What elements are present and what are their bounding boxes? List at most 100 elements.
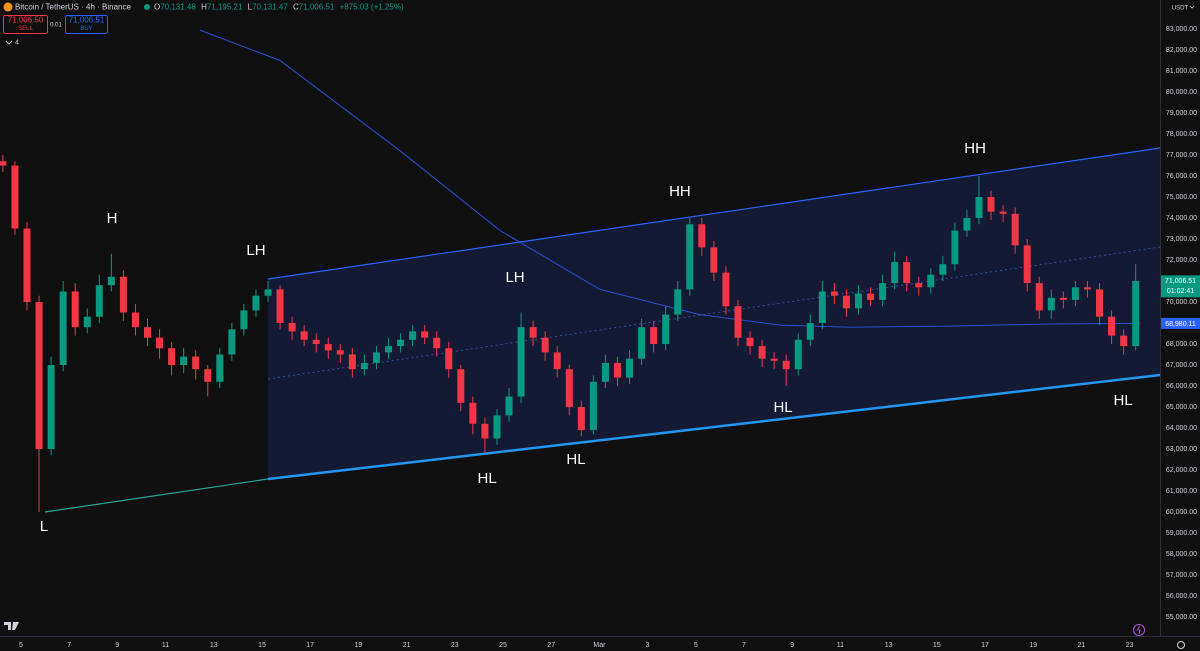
candle-body: [891, 262, 899, 284]
x-tick-label: 11: [837, 642, 844, 649]
annotation: LH: [246, 242, 265, 259]
candle-body: [987, 196, 995, 212]
axes: 83,000.00 82,000.00 81,000.00 80,000.00 79,0…: [19, 26, 1200, 649]
sell-button[interactable]: [3, 15, 48, 34]
candle-body: [493, 415, 501, 439]
y-tick-label: 68,000.00: [1166, 341, 1197, 348]
candle-body: [939, 264, 947, 275]
annotation: HL: [1114, 392, 1133, 409]
ohlc-label: H: [201, 3, 207, 12]
x-tick-label: 21: [1078, 642, 1086, 649]
x-tick-label: 25: [499, 642, 507, 649]
candle-body: [818, 291, 826, 323]
y-tick-label: 61,000.00: [1166, 488, 1197, 495]
candle-body: [300, 331, 308, 340]
candle-body: [963, 217, 971, 231]
candle-body: [0, 161, 7, 166]
candle-body: [288, 322, 296, 332]
candle-body: [903, 262, 911, 284]
candle-body: [734, 306, 742, 338]
buy-button[interactable]: [65, 15, 108, 34]
currency[interactable]: USDT: [1172, 6, 1189, 12]
status-dot: [144, 4, 150, 10]
lightning-icon[interactable]: [1133, 624, 1145, 636]
x-tick-label: 5: [19, 642, 23, 649]
candle-body: [204, 369, 212, 382]
candle-body: [698, 224, 706, 248]
annotation: HH: [964, 140, 986, 157]
candle-body: [867, 293, 875, 300]
coin-icon: [3, 2, 13, 12]
y-tick-label: 80,000.00: [1166, 89, 1197, 96]
candle-body: [999, 211, 1007, 214]
trend-line: [267, 373, 1161, 481]
candle-body: [372, 352, 380, 363]
y-tick-label: 75,000.00: [1166, 194, 1197, 201]
buy-price: 71,006.51: [69, 16, 105, 25]
candle-body: [336, 350, 344, 355]
x-tick-label: 9: [115, 642, 119, 649]
sell-price: 71,006.50: [8, 16, 44, 25]
candle-body: [650, 327, 658, 344]
candle-body: [662, 314, 670, 344]
candle-body: [951, 230, 959, 265]
candle-body: [348, 354, 356, 370]
settings-icon[interactable]: [1177, 641, 1185, 649]
y-tick-label: 56,000.00: [1166, 593, 1197, 600]
candle-body: [589, 381, 597, 431]
candle-body: [252, 295, 260, 311]
candle-body: [1083, 287, 1091, 290]
tv-logo[interactable]: [4, 622, 19, 630]
y-tick-label: 82,000.00: [1166, 47, 1197, 54]
candle-body: [746, 337, 754, 347]
candle-body: [1047, 297, 1055, 311]
y-tick-label: 81,000.00: [1166, 68, 1197, 75]
candle-body: [264, 289, 272, 296]
candle-body: [686, 224, 694, 290]
annotation: LH: [505, 269, 524, 286]
y-tick-label: 72,000.00: [1166, 257, 1197, 264]
currency-dropdown[interactable]: [1189, 5, 1195, 9]
annotation: HL: [773, 399, 792, 416]
candle-body: [830, 291, 838, 296]
y-tick-label: 60,000.00: [1166, 509, 1197, 516]
candle-body: [409, 331, 417, 340]
y-tick-label: 58,000.00: [1166, 551, 1197, 558]
ohlc-value: 71,006.51: [299, 3, 335, 12]
candle-body: [156, 337, 164, 349]
symbol: Bitcoin / TetherUS · 4h · Binance: [15, 3, 131, 12]
ohlc-label: C: [293, 3, 299, 12]
candle-body: [228, 329, 236, 355]
candle-body: [626, 358, 634, 378]
ohlc-label: O: [154, 3, 160, 12]
x-tick-label: 19: [1029, 642, 1037, 649]
annotation: H: [107, 210, 118, 227]
candle-body: [879, 283, 887, 300]
candle-body: [1059, 297, 1067, 300]
price-label: 71,006.51: [1165, 278, 1196, 285]
candle-body: [529, 327, 537, 338]
price-label-box: [1161, 317, 1200, 329]
candle-body: [312, 339, 320, 344]
candle-body: [794, 339, 802, 370]
candle-body: [842, 295, 850, 309]
y-tick-label: 66,000.00: [1166, 383, 1197, 390]
y-tick-label: 70,000.00: [1166, 299, 1197, 306]
y-tick-label: 57,000.00: [1166, 572, 1197, 579]
x-tick-label: 15: [258, 642, 266, 649]
x-tick-label: 15: [933, 642, 941, 649]
x-tick-label: 19: [354, 642, 362, 649]
candle-body: [433, 337, 441, 349]
candle-body: [35, 301, 43, 449]
candle-body: [565, 369, 573, 407]
y-tick-label: 74,000.00: [1166, 215, 1197, 222]
ohlc: O70,131.48 H71,195.21 L70,131.47 C71,006…: [154, 3, 404, 12]
candle-body: [192, 356, 200, 370]
collapse-icon[interactable]: [5, 40, 13, 45]
x-tick-label: 13: [885, 642, 893, 649]
indicator-count: 4: [15, 39, 19, 46]
candle-body: [1120, 335, 1128, 347]
candle-body: [927, 274, 935, 288]
